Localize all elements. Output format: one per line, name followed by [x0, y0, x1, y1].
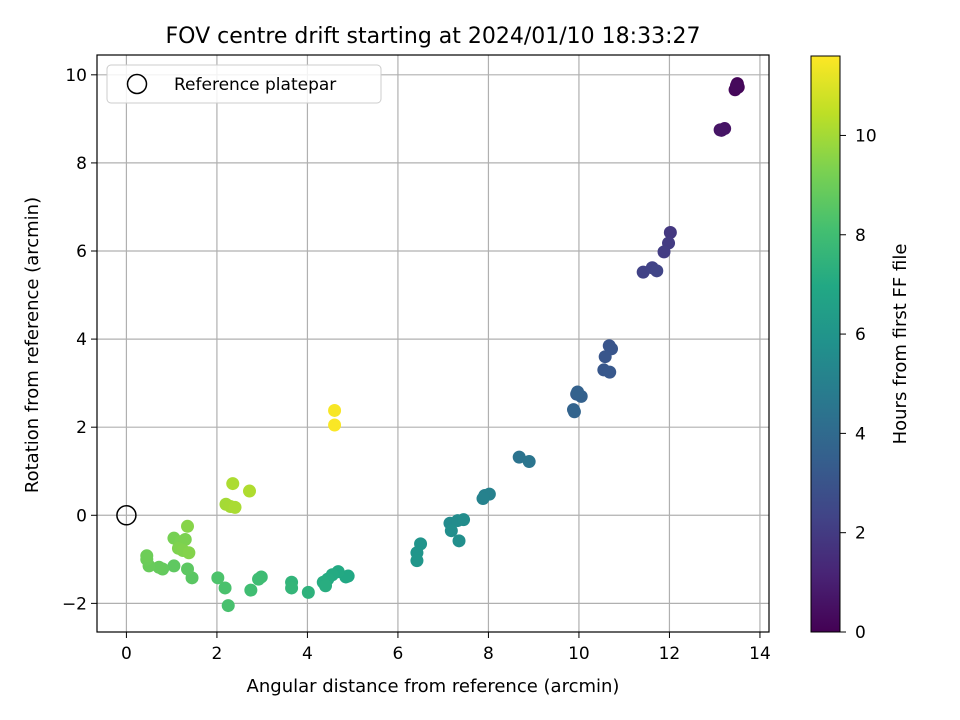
- legend: Reference platepar: [106, 64, 382, 104]
- x-tick-label: 0: [121, 644, 132, 664]
- data-point: [243, 484, 257, 498]
- data-point: [221, 599, 235, 613]
- data-point: [140, 549, 154, 563]
- data-point: [182, 546, 196, 560]
- data-point: [410, 554, 424, 568]
- data-point: [181, 519, 195, 533]
- data-point: [512, 450, 526, 464]
- data-point: [228, 500, 242, 514]
- colorbar-tick-label: 2: [855, 524, 866, 544]
- reference-point: [116, 505, 137, 526]
- y-axis-ticks: −2 0 2 4 6 8 10: [62, 66, 97, 614]
- y-tick-label: 0: [76, 506, 87, 526]
- colorbar: 0 2 4 6 8 10 Hours from first FF file: [810, 55, 911, 643]
- plot-frame: [96, 54, 770, 633]
- colorbar-tick-label: 4: [855, 424, 866, 444]
- data-point: [598, 350, 612, 364]
- data-point: [181, 562, 195, 576]
- data-point: [729, 79, 743, 93]
- data-point: [663, 226, 677, 240]
- x-tick-label: 8: [483, 644, 494, 664]
- data-point: [167, 559, 181, 573]
- x-tick-label: 14: [749, 644, 771, 664]
- colorbar-label: Hours from first FF file: [890, 244, 911, 445]
- x-tick-label: 10: [568, 644, 590, 664]
- colorbar-ticks: 0 2 4 6 8 10: [840, 126, 877, 643]
- y-tick-label: 2: [76, 418, 87, 438]
- legend-marker-icon: [126, 73, 148, 95]
- x-axis-label: Angular distance from reference (arcmin): [247, 676, 620, 697]
- x-tick-label: 2: [212, 644, 223, 664]
- data-point: [319, 579, 333, 593]
- data-point: [476, 492, 490, 506]
- data-point: [328, 403, 342, 417]
- y-tick-label: −2: [62, 594, 87, 614]
- colorbar-gradient: [810, 55, 841, 633]
- data-point: [285, 581, 299, 595]
- y-tick-label: 4: [76, 330, 87, 350]
- data-point: [444, 524, 458, 538]
- x-tick-label: 6: [393, 644, 404, 664]
- data-point: [603, 365, 617, 379]
- data-points: [140, 77, 745, 613]
- data-point: [657, 245, 671, 259]
- legend-label: Reference platepar: [174, 75, 336, 95]
- x-tick-label: 4: [302, 644, 313, 664]
- data-point: [571, 385, 585, 399]
- data-point: [567, 405, 581, 419]
- colorbar-tick-label: 10: [855, 126, 877, 146]
- data-point: [244, 583, 258, 597]
- y-tick-label: 10: [65, 66, 87, 86]
- colorbar-tick-label: 6: [855, 325, 866, 345]
- colorbar-tick-label: 0: [855, 623, 866, 643]
- data-point: [452, 534, 466, 548]
- chart-title: FOV centre drift starting at 2024/01/10 …: [166, 24, 701, 49]
- colorbar-tick-label: 8: [855, 226, 866, 246]
- data-point: [457, 513, 471, 527]
- y-axis-label: Rotation from reference (arcmin): [22, 197, 43, 493]
- data-point: [211, 571, 225, 585]
- y-tick-label: 8: [76, 154, 87, 174]
- data-point: [650, 264, 664, 278]
- data-point: [714, 123, 728, 137]
- legend-box: [106, 64, 382, 104]
- reference-point-marker: [116, 505, 137, 526]
- data-point: [301, 585, 315, 599]
- data-point: [252, 572, 266, 586]
- grid-lines: [97, 55, 769, 632]
- y-tick-label: 6: [76, 242, 87, 262]
- x-tick-label: 12: [659, 644, 681, 664]
- data-point: [152, 560, 166, 574]
- data-point: [178, 533, 192, 547]
- data-point: [328, 418, 342, 432]
- data-point: [218, 581, 232, 595]
- x-axis-ticks: 0 2 4 6 8 10 12 14: [121, 632, 771, 664]
- data-point: [522, 455, 536, 469]
- data-point: [226, 477, 240, 491]
